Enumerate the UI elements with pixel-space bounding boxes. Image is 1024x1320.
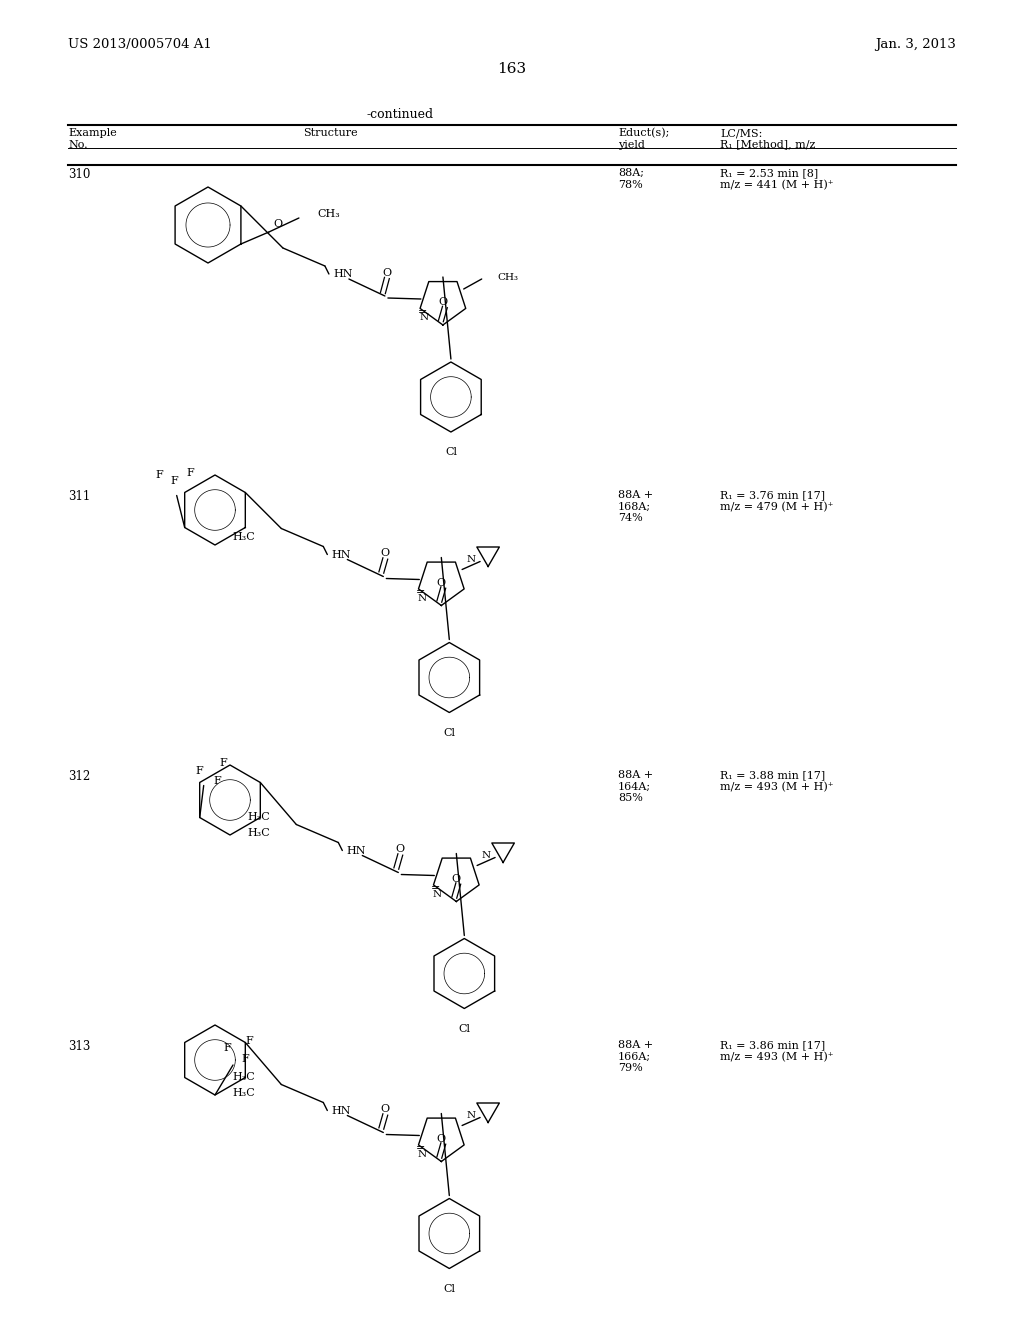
Text: R₁ = 2.53 min [8]
m/z = 441 (M + H)⁺: R₁ = 2.53 min [8] m/z = 441 (M + H)⁺ <box>720 168 834 190</box>
Text: Structure: Structure <box>303 128 357 139</box>
Text: 311: 311 <box>68 490 90 503</box>
Text: H₃C: H₃C <box>232 1088 255 1097</box>
Text: F: F <box>171 475 178 486</box>
Text: H₃C: H₃C <box>248 828 270 837</box>
Text: 163: 163 <box>498 62 526 77</box>
Text: Cl: Cl <box>459 1023 470 1034</box>
Text: O: O <box>273 219 282 228</box>
Text: =: = <box>416 1143 426 1154</box>
Text: H₃C: H₃C <box>248 812 270 821</box>
Text: CH₃: CH₃ <box>316 209 340 219</box>
Text: N: N <box>466 554 475 564</box>
Text: N: N <box>433 890 442 899</box>
Text: 313: 313 <box>68 1040 90 1053</box>
Text: CH₃: CH₃ <box>498 272 519 281</box>
Text: N: N <box>466 1110 475 1119</box>
Text: N: N <box>481 850 490 859</box>
Text: Cl: Cl <box>443 1283 456 1294</box>
Text: R₁ = 3.76 min [17]
m/z = 479 (M + H)⁺: R₁ = 3.76 min [17] m/z = 479 (M + H)⁺ <box>720 490 834 512</box>
Text: HN: HN <box>333 269 352 279</box>
Text: F: F <box>186 469 195 479</box>
Text: Educt(s);
yield: Educt(s); yield <box>618 128 670 150</box>
Text: N: N <box>418 1150 427 1159</box>
Text: F: F <box>214 776 221 787</box>
Text: F: F <box>196 766 204 776</box>
Text: H₃C: H₃C <box>232 1072 255 1081</box>
Text: N: N <box>418 594 427 603</box>
Text: O: O <box>452 874 461 883</box>
Text: Example
No.: Example No. <box>68 128 117 149</box>
Text: =: = <box>431 883 440 894</box>
Text: =: = <box>416 587 426 597</box>
Text: O: O <box>438 297 447 308</box>
Text: F: F <box>223 1043 230 1053</box>
Text: 88A +
166A;
79%: 88A + 166A; 79% <box>618 1040 653 1073</box>
Text: O: O <box>395 845 404 854</box>
Text: US 2013/0005704 A1: US 2013/0005704 A1 <box>68 38 212 51</box>
Text: HN: HN <box>332 1106 351 1115</box>
Text: F: F <box>220 759 227 768</box>
Text: O: O <box>381 1105 390 1114</box>
Text: O: O <box>382 268 391 279</box>
Text: R₁ = 3.86 min [17]
m/z = 493 (M + H)⁺: R₁ = 3.86 min [17] m/z = 493 (M + H)⁺ <box>720 1040 834 1063</box>
Text: N: N <box>420 313 428 322</box>
Text: O: O <box>381 549 390 558</box>
Text: O: O <box>437 1134 445 1143</box>
Text: F: F <box>241 1053 249 1064</box>
Text: H₃C: H₃C <box>232 532 255 541</box>
Text: 88A +
164A;
85%: 88A + 164A; 85% <box>618 770 653 803</box>
Text: HN: HN <box>332 549 351 560</box>
Text: O: O <box>437 578 445 587</box>
Text: =: = <box>418 306 427 317</box>
Text: 88A +
168A;
74%: 88A + 168A; 74% <box>618 490 653 523</box>
Text: Jan. 3, 2013: Jan. 3, 2013 <box>876 38 956 51</box>
Text: LC/MS:
R₁ [Method], m/z: LC/MS: R₁ [Method], m/z <box>720 128 815 149</box>
Text: F: F <box>155 470 163 480</box>
Text: 312: 312 <box>68 770 90 783</box>
Text: Cl: Cl <box>443 727 456 738</box>
Text: 88A;
78%: 88A; 78% <box>618 168 644 190</box>
Text: HN: HN <box>346 846 366 855</box>
Text: R₁ = 3.88 min [17]
m/z = 493 (M + H)⁺: R₁ = 3.88 min [17] m/z = 493 (M + H)⁺ <box>720 770 834 792</box>
Text: 310: 310 <box>68 168 90 181</box>
Text: -continued: -continued <box>367 108 433 121</box>
Text: F: F <box>245 1036 253 1045</box>
Text: Cl: Cl <box>444 447 457 457</box>
